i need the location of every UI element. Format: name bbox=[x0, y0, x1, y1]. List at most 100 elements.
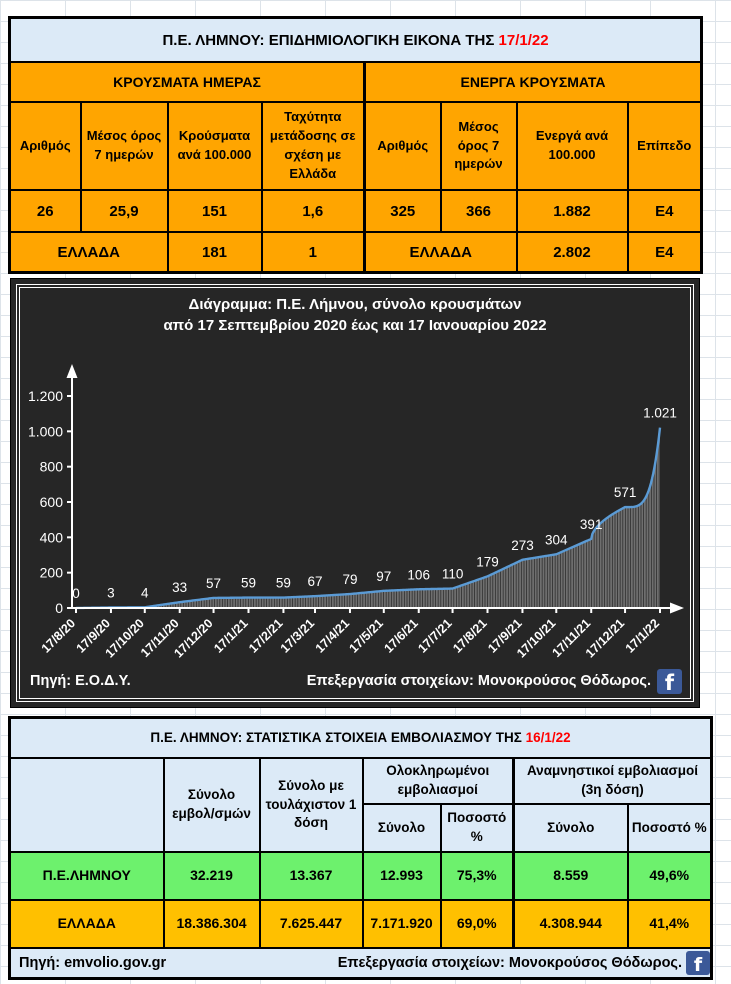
vax-credit: Επεξεργασία στοιχείων: Μονοκρούσος Θόδωρ… bbox=[337, 954, 682, 971]
vax-region-header bbox=[8, 757, 165, 853]
x-tick-label: 17/8/20 bbox=[39, 616, 78, 655]
point-label: 179 bbox=[476, 554, 499, 569]
vax-greece-booster: 4.308.944 bbox=[512, 899, 629, 949]
point-label: 33 bbox=[172, 580, 187, 595]
x-tick-label: 17/7/21 bbox=[415, 616, 454, 655]
epi-limnos-speed: 1,6 bbox=[260, 189, 366, 233]
epi-col-level: Επίπεδο bbox=[626, 101, 703, 191]
vax-group-completed: Ολοκληρωμένοι εμβολιασμοί bbox=[361, 757, 515, 805]
vax-sub-booster-total: Σύνολο bbox=[512, 803, 629, 853]
epi-greece-speed: 1 bbox=[260, 231, 366, 274]
y-tick-label: 600 bbox=[40, 494, 64, 510]
vax-sub-completed-total: Σύνολο bbox=[361, 803, 442, 853]
x-tick-label: 17/1/21 bbox=[211, 616, 250, 655]
epi-limnos-number: 26 bbox=[8, 189, 82, 233]
epi-group-active-cases: ΕΝΕΡΓΑ ΚΡΟΥΣΜΑΤΑ bbox=[363, 61, 703, 103]
point-label: 391 bbox=[580, 517, 603, 532]
epi-col-transmission-speed: Ταχύτητα μετάδοσης σε σχέση με Ελλάδα bbox=[260, 101, 366, 191]
cases-chart-frame: Διάγραμμα: Π.Ε. Λήμνου, σύνολο κρουσμάτω… bbox=[16, 284, 694, 702]
point-label: 59 bbox=[276, 576, 291, 591]
point-label: 79 bbox=[342, 572, 357, 587]
y-tick-label: 400 bbox=[40, 529, 64, 545]
epi-title-date: 17/1/22 bbox=[498, 31, 549, 49]
chart-source: Πηγή: Ε.Ο.Δ.Υ. bbox=[30, 673, 131, 689]
point-label: 273 bbox=[511, 538, 534, 553]
chart-title: Διάγραμμα: Π.Ε. Λήμνου, σύνολο κρουσμάτω… bbox=[20, 288, 690, 336]
x-tick-label: 17/5/21 bbox=[347, 616, 386, 655]
area-series bbox=[76, 427, 660, 608]
epidemiology-table: Π.Ε. ΛΗΜΝΟΥ: ΕΠΙΔΗΜΙΟΛΟΓΙΚΗ ΕΙΚΟΝΑ ΤΗΣ 1… bbox=[8, 16, 703, 274]
vax-group-booster: Αναμνηστικοί εμβολιασμοί (3η δόση) bbox=[512, 757, 713, 805]
vax-title-date: 16/1/22 bbox=[525, 729, 571, 745]
vax-limnos-booster: 8.559 bbox=[512, 851, 629, 901]
vax-row-greece: ΕΛΛΑΔΑ 18.386.304 7.625.447 7.171.920 69… bbox=[8, 899, 713, 949]
x-axis-arrow bbox=[670, 602, 684, 614]
epi-limnos-active-number: 325 bbox=[363, 189, 442, 233]
y-tick-label: 1.200 bbox=[28, 388, 63, 404]
point-label: 59 bbox=[241, 576, 256, 591]
x-tick-label: 17/3/21 bbox=[278, 616, 317, 655]
epi-limnos-7day-avg: 25,9 bbox=[79, 189, 169, 233]
vax-source: Πηγή: emvolio.gov.gr bbox=[19, 954, 167, 971]
cumulative-cases-line bbox=[75, 427, 662, 610]
vax-col-atleast-one-dose: Σύνολο με τουλάχιστον 1 δόση bbox=[258, 757, 364, 853]
epi-col-active-7day-avg: Μέσος όρος 7 ημερών bbox=[439, 101, 518, 191]
vax-col-total-vaccinations: Σύνολο εμβολ/σμών bbox=[162, 757, 261, 853]
point-label: 57 bbox=[206, 576, 221, 591]
x-tick-label: 17/2/21 bbox=[246, 616, 285, 655]
vaccination-table: Π.Ε. ΛΗΜΝΟΥ: ΣΤΑΤΙΣΤΙΚΑ ΣΤΟΙΧΕΙΑ ΕΜΒΟΛΙΑ… bbox=[8, 716, 713, 980]
vax-sub-completed-pct: Ποσοστό % bbox=[439, 803, 515, 853]
vax-sub-booster-pct: Ποσοστό % bbox=[626, 803, 713, 853]
epi-group-day-cases: ΚΡΟΥΣΜΑΤΑ ΗΜΕΡΑΣ bbox=[8, 61, 366, 103]
epi-col-number: Αριθμός bbox=[8, 101, 82, 191]
point-label: 304 bbox=[545, 532, 568, 547]
vax-greece-name: ΕΛΛΑΔΑ bbox=[8, 899, 165, 949]
facebook-icon[interactable]: f bbox=[686, 951, 710, 975]
epi-greece-cases-per-100k: 181 bbox=[166, 231, 263, 274]
vax-footer: Πηγή: emvolio.gov.gr Επεξεργασία στοιχεί… bbox=[8, 947, 713, 980]
epi-col-cases-per-100k: Κρούσματα ανά 100.000 bbox=[166, 101, 263, 191]
chart-credit: Επεξεργασία στοιχείων: Μονοκρούσος Θόδωρ… bbox=[306, 673, 651, 689]
chart-title-line2: από 17 Σεπτεμβρίου 2020 έως και 17 Ιανου… bbox=[163, 317, 547, 334]
epi-limnos-cases-per-100k: 151 bbox=[166, 189, 263, 233]
epi-limnos-active-7day-avg: 366 bbox=[439, 189, 518, 233]
y-tick-label: 800 bbox=[40, 459, 64, 475]
epi-col-active-per-100k: Ενεργά ανά 100.000 bbox=[515, 101, 629, 191]
point-label: 110 bbox=[442, 567, 464, 582]
y-tick-label: 0 bbox=[55, 600, 63, 616]
vax-title-text: Π.Ε. ΛΗΜΝΟΥ: ΣΤΑΤΙΣΤΙΚΑ ΣΤΟΙΧΕΙΑ ΕΜΒΟΛΙΑ… bbox=[150, 729, 526, 745]
vax-limnos-booster-pct: 49,6% bbox=[626, 851, 713, 901]
chart-title-line1: Διάγραμμα: Π.Ε. Λήμνου, σύνολο κρουσμάτω… bbox=[188, 296, 522, 313]
point-label: 1.021 bbox=[643, 406, 677, 421]
vax-limnos-name: Π.Ε.ΛΗΜΝΟΥ bbox=[8, 851, 165, 901]
vax-greece-completed: 7.171.920 bbox=[361, 899, 442, 949]
x-tick-label: 17/1/22 bbox=[623, 616, 662, 655]
vax-limnos-completed: 12.993 bbox=[361, 851, 442, 901]
y-tick-label: 1.000 bbox=[28, 423, 63, 439]
vax-row-limnos: Π.Ε.ΛΗΜΝΟΥ 32.219 13.367 12.993 75,3% 8.… bbox=[8, 851, 713, 901]
vax-greece-total: 18.386.304 bbox=[162, 899, 261, 949]
epi-col-7day-avg: Μέσος όρος 7 ημερών bbox=[79, 101, 169, 191]
vax-greece-booster-pct: 41,4% bbox=[626, 899, 713, 949]
x-tick-label: 17/6/21 bbox=[381, 616, 420, 655]
point-label: 67 bbox=[307, 574, 322, 589]
epi-greece-level: Ε4 bbox=[626, 231, 703, 274]
vax-limnos-completed-pct: 75,3% bbox=[439, 851, 515, 901]
epi-title-text: Π.Ε. ΛΗΜΝΟΥ: ΕΠΙΔΗΜΙΟΛΟΓΙΚΗ ΕΙΚΟΝΑ ΤΗΣ bbox=[162, 31, 499, 49]
vax-title: Π.Ε. ΛΗΜΝΟΥ: ΣΤΑΤΙΣΤΙΚΑ ΣΤΟΙΧΕΙΑ ΕΜΒΟΛΙΑ… bbox=[8, 716, 713, 759]
facebook-icon[interactable]: f bbox=[657, 668, 682, 694]
cumulative-cases-chart: 02004006008001.0001.20017/8/2017/9/2017/… bbox=[28, 364, 684, 661]
point-label: 4 bbox=[141, 585, 149, 600]
point-label: 3 bbox=[107, 586, 115, 601]
epi-greece-active-per-100k: 2.802 bbox=[515, 231, 629, 274]
epi-title: Π.Ε. ΛΗΜΝΟΥ: ΕΠΙΔΗΜΙΟΛΟΓΙΚΗ ΕΙΚΟΝΑ ΤΗΣ 1… bbox=[8, 16, 703, 63]
y-axis-arrow bbox=[66, 364, 78, 378]
cases-chart-block: Διάγραμμα: Π.Ε. Λήμνου, σύνολο κρουσμάτω… bbox=[10, 278, 700, 708]
point-label: 0 bbox=[72, 586, 80, 601]
epi-col-active-number: Αριθμός bbox=[363, 101, 442, 191]
vax-greece-atleast1: 7.625.447 bbox=[258, 899, 364, 949]
epi-limnos-level: Ε4 bbox=[626, 189, 703, 233]
chart-footer: Πηγή: Ε.Ο.Δ.Υ. Επεξεργασία στοιχείων: Μο… bbox=[20, 668, 690, 698]
point-label: 106 bbox=[407, 567, 430, 582]
